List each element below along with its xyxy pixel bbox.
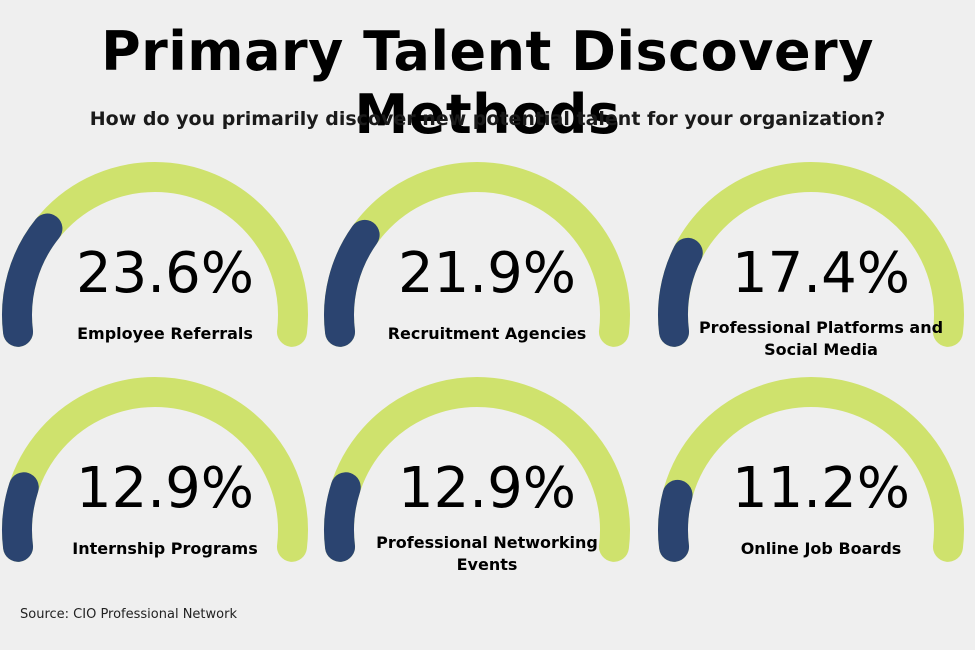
- gauge-card: 11.2% Online Job Boards: [656, 370, 975, 610]
- gauge-value: 21.9%: [398, 241, 576, 306]
- page-subtitle: How do you primarily discover new potent…: [89, 108, 886, 130]
- gauge-label: Recruitment Agencies: [387, 324, 587, 343]
- gauge-label: Internship Programs: [72, 539, 258, 558]
- gauge-card: 12.9% Professional Networking Events: [322, 370, 652, 610]
- gauge-card: 23.6% Employee Referrals: [0, 155, 330, 395]
- gauge-label: Professional Platforms and Social Media: [698, 318, 944, 359]
- gauge-fill: [658, 479, 693, 562]
- gauge-card: 12.9% Internship Programs: [0, 370, 330, 610]
- gauge-svg: [324, 377, 630, 562]
- gauge-fill: [2, 213, 63, 347]
- gauge-svg: [2, 162, 308, 347]
- gauge-fill: [324, 219, 380, 347]
- gauge-value: 12.9%: [76, 456, 254, 521]
- gauge-fill: [658, 237, 703, 347]
- gauge-fill: [324, 472, 361, 562]
- gauge-svg: [658, 162, 964, 347]
- gauge-value: 23.6%: [76, 241, 254, 306]
- gauge-fill: [2, 472, 39, 562]
- gauge-track: [658, 377, 964, 562]
- gauge-label: Professional Networking Events: [376, 533, 598, 574]
- gauge-label: Online Job Boards: [740, 539, 902, 558]
- page-title: Primary Talent Discovery Methods: [101, 20, 874, 146]
- gauge-value: 11.2%: [732, 456, 910, 521]
- gauge-label: Employee Referrals: [77, 324, 253, 343]
- gauge-card: 21.9% Recruitment Agencies: [322, 155, 652, 395]
- gauge-value: 17.4%: [732, 241, 910, 306]
- source-note: Source: CIO Professional Network: [20, 607, 237, 622]
- gauge-svg: [2, 377, 308, 562]
- gauge-card: 17.4% Professional Platforms and Social M…: [656, 155, 975, 395]
- gauge-svg: [324, 162, 630, 347]
- gauge-svg: [658, 377, 964, 562]
- gauge-value: 12.9%: [398, 456, 576, 521]
